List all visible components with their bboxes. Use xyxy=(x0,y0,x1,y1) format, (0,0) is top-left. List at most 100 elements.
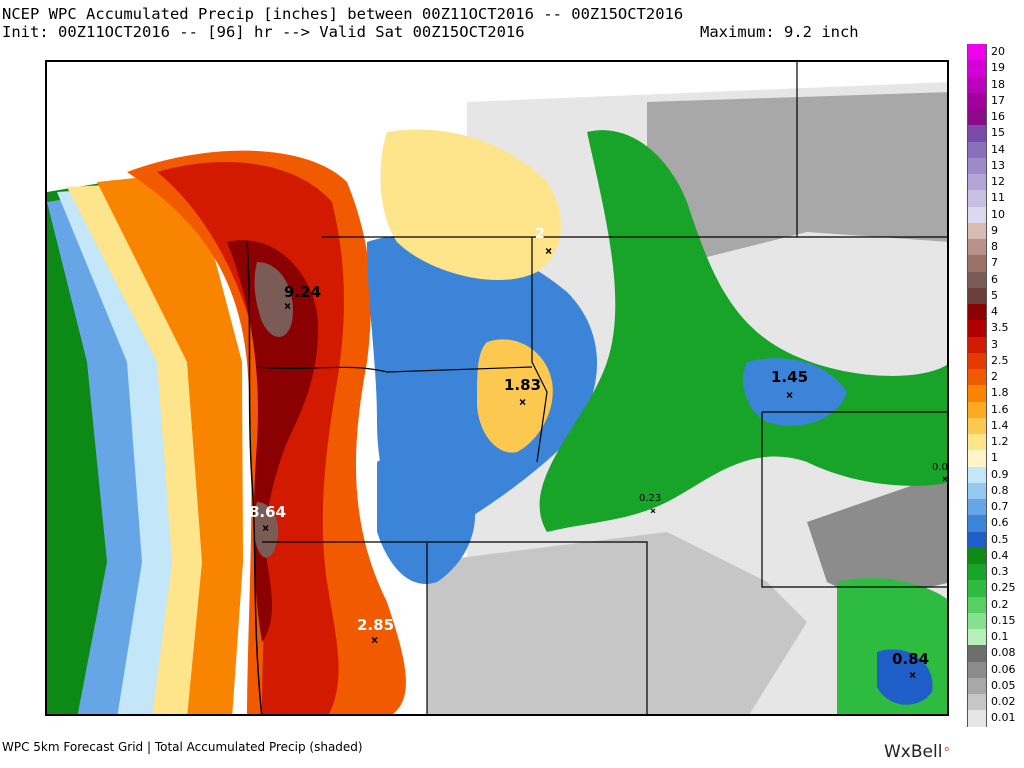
legend-label: 1 xyxy=(991,451,998,465)
legend-label: 15 xyxy=(991,126,1005,140)
legend-label: 17 xyxy=(991,93,1005,107)
legend-label: 0.05 xyxy=(991,678,1016,692)
legend-swatch xyxy=(967,515,987,532)
legend-label: 5 xyxy=(991,288,998,302)
legend-swatch xyxy=(967,612,987,629)
legend-row: 16 xyxy=(967,109,1019,126)
legend-row: 0.2 xyxy=(967,596,1019,613)
marker-x-icon: × xyxy=(371,633,378,647)
legend-label: 1.4 xyxy=(991,418,1009,432)
legend-swatch xyxy=(967,369,987,386)
legend-row: 6 xyxy=(967,271,1019,288)
legend-row: 3.5 xyxy=(967,320,1019,337)
legend-row: 15 xyxy=(967,125,1019,142)
marker-x-icon: × xyxy=(284,299,291,313)
precip-map: 9.24 × 8.64 × 2.85 × 2 × 1.83 × 1.45 × 0… xyxy=(45,60,949,716)
legend-swatch xyxy=(967,76,987,93)
legend-swatch xyxy=(967,661,987,678)
gray-field-south xyxy=(427,532,807,714)
legend-swatch xyxy=(967,287,987,304)
legend-swatch xyxy=(967,157,987,174)
legend-row: 0.3 xyxy=(967,564,1019,581)
legend-label: 0.02 xyxy=(991,695,1016,708)
marker-1-45: 1.45 × xyxy=(771,368,808,402)
legend-label: 0.06 xyxy=(991,662,1016,676)
precip-legend: 20 19 18 17 16 15 14 13 12 11 10 9 8 7 6 5 4 3.5 3 2.5 2 1.8 1… xyxy=(967,44,1019,727)
olympics-max-region xyxy=(254,262,293,337)
legend-row: 1.2 xyxy=(967,434,1019,451)
legend-swatch xyxy=(967,271,987,288)
legend-swatch xyxy=(967,255,987,272)
legend-row: 0.4 xyxy=(967,547,1019,564)
legend-row: 1.6 xyxy=(967,401,1019,418)
legend-row: 8 xyxy=(967,239,1019,256)
legend-label: 13 xyxy=(991,158,1005,172)
legend-swatch xyxy=(967,531,987,548)
legend-swatch xyxy=(967,466,987,483)
legend-row: 5 xyxy=(967,287,1019,304)
legend-label: 4 xyxy=(991,305,998,318)
swath-orange-band xyxy=(97,172,243,714)
legend-swatch xyxy=(967,239,987,256)
legend-row: 0.08 xyxy=(967,645,1019,662)
wyoming-border xyxy=(761,411,947,588)
legend-label: 0.08 xyxy=(991,646,1016,660)
legend-label: 1.6 xyxy=(991,402,1009,416)
legend-swatch xyxy=(967,206,987,223)
legend-row: 0.25 xyxy=(967,580,1019,597)
pacific-coastline xyxy=(246,241,263,714)
legend-row: 12 xyxy=(967,174,1019,191)
legend-row: 20 xyxy=(967,44,1019,61)
legend-row: 4 xyxy=(967,304,1019,321)
legend-label: 0.4 xyxy=(991,548,1009,562)
legend-row: 0.02 xyxy=(967,694,1019,711)
marker-x-icon: × xyxy=(519,395,526,409)
marker-x-icon: × xyxy=(650,506,656,517)
legend-swatch xyxy=(967,434,987,451)
marker-1-83: 1.83 × xyxy=(504,376,541,409)
coastal-dark-red-region xyxy=(227,240,318,642)
marker-x-icon: × xyxy=(942,474,948,485)
legend-row: 11 xyxy=(967,190,1019,207)
legend-swatch xyxy=(967,482,987,499)
legend-row: 0.05 xyxy=(967,677,1019,694)
legend-label: 11 xyxy=(991,191,1005,205)
legend-label: 1.2 xyxy=(991,435,1009,448)
legend-label: 20 xyxy=(991,45,1005,58)
legend-swatch xyxy=(967,320,987,337)
legend-label: 0.6 xyxy=(991,516,1009,530)
marker-label: 9.24 xyxy=(284,283,321,301)
southeast-blue-region xyxy=(877,649,933,705)
marker-2: 2 × xyxy=(535,226,552,258)
legend-label: 3 xyxy=(991,337,998,351)
wa-or-border xyxy=(256,366,533,373)
marker-0-84: 0.84 × xyxy=(892,650,929,682)
legend-label: 16 xyxy=(991,110,1005,123)
legend-swatch xyxy=(967,44,987,61)
marker-label: 8.64 xyxy=(249,503,286,521)
legend-swatch xyxy=(967,222,987,239)
legend-row: 7 xyxy=(967,255,1019,272)
legend-label: 0.5 xyxy=(991,532,1009,546)
footer-caption: WPC 5km Forecast Grid | Total Accumulate… xyxy=(2,740,363,754)
legend-label: 18 xyxy=(991,77,1005,91)
legend-swatch xyxy=(967,92,987,109)
legend-swatch xyxy=(967,499,987,516)
legend-swatch xyxy=(967,174,987,191)
legend-row: 3 xyxy=(967,336,1019,353)
rockies-green-region xyxy=(539,130,947,532)
legend-label: 0.8 xyxy=(991,483,1009,497)
legend-row: 17 xyxy=(967,92,1019,109)
legend-swatch xyxy=(967,109,987,126)
legend-row: 0.7 xyxy=(967,499,1019,516)
marker-9-24: 9.24 × xyxy=(284,283,321,313)
legend-row: 9 xyxy=(967,222,1019,239)
marker-8-64: 8.64 × xyxy=(249,503,286,535)
legend-row: 18 xyxy=(967,76,1019,93)
legend-swatch xyxy=(967,580,987,597)
marker-x-icon: × xyxy=(262,521,269,535)
legend-swatch xyxy=(967,710,987,727)
precip-map-canvas: 9.24 × 8.64 × 2.85 × 2 × 1.83 × 1.45 × 0… xyxy=(47,62,948,714)
maximum-value: Maximum: 9.2 inch xyxy=(700,23,859,41)
marker-label: 0.84 xyxy=(892,650,929,668)
